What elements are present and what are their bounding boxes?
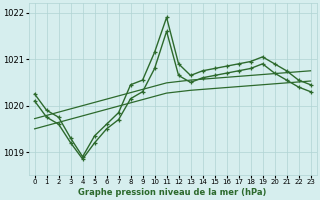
X-axis label: Graphe pression niveau de la mer (hPa): Graphe pression niveau de la mer (hPa): [78, 188, 267, 197]
